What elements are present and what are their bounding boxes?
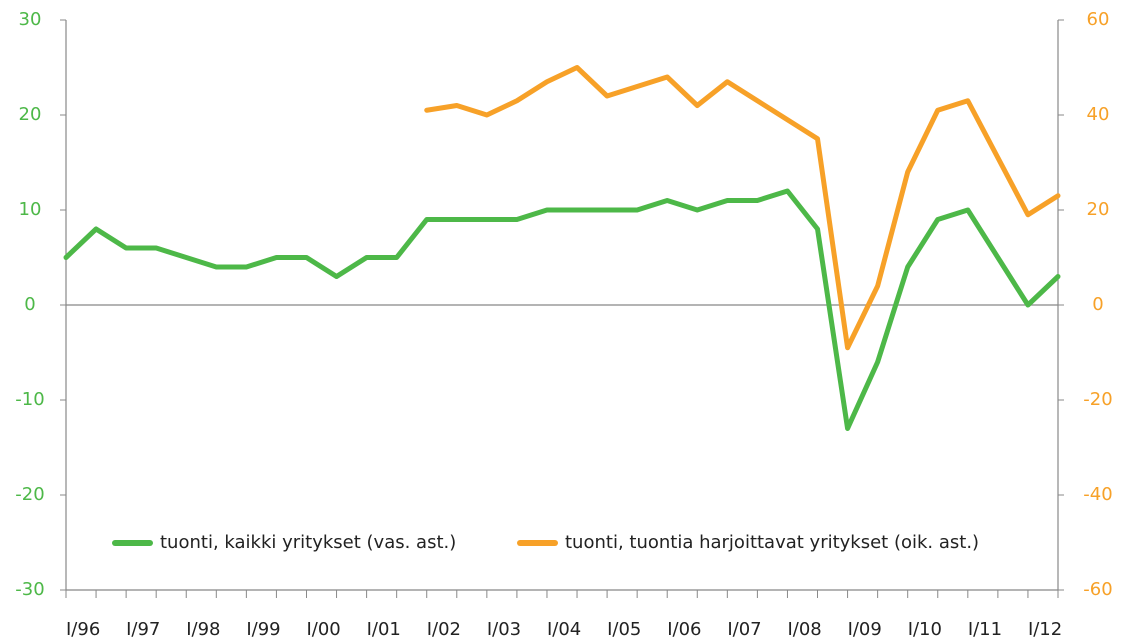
x-tick-label: I/02 [427, 619, 461, 640]
y2-tick-label: 20 [1087, 199, 1110, 220]
x-tick-label: I/07 [727, 619, 761, 640]
x-tick-label: I/98 [186, 619, 220, 640]
legend-label: tuonti, tuontia harjoittavat yritykset (… [565, 532, 979, 553]
y2-tick-label: -20 [1083, 389, 1112, 410]
x-tick-label: I/03 [487, 619, 521, 640]
x-tick-label: I/04 [547, 619, 581, 640]
y-tick-label: -10 [15, 389, 44, 410]
y2-tick-label: -60 [1083, 579, 1112, 600]
y2-tick-label: 40 [1087, 104, 1110, 125]
x-tick-label: I/10 [908, 619, 942, 640]
x-tick-label: I/99 [246, 619, 280, 640]
series-line [63, 188, 1061, 431]
x-tick-label: I/06 [667, 619, 701, 640]
x-tick-label: I/05 [607, 619, 641, 640]
x-tick-label: I/00 [306, 619, 340, 640]
y2-tick-label: -40 [1083, 484, 1112, 505]
x-tick-label: I/09 [848, 619, 882, 640]
y-tick-label: -20 [15, 484, 44, 505]
y-tick-label: 20 [19, 104, 42, 125]
x-tick-label: I/08 [787, 619, 821, 640]
x-tick-label: I/12 [1028, 619, 1062, 640]
legend-label: tuonti, kaikki yritykset (vas. ast.) [160, 532, 456, 553]
x-tick-label: I/96 [66, 619, 100, 640]
y-tick-label: 10 [19, 199, 42, 220]
series-line [424, 65, 1061, 351]
x-tick-label: I/97 [126, 619, 160, 640]
x-tick-label: I/01 [367, 619, 401, 640]
x-tick-label: I/11 [968, 619, 1002, 640]
y2-tick-label: 60 [1087, 9, 1110, 30]
y-tick-label: 0 [24, 294, 35, 315]
y-tick-label: 30 [19, 9, 42, 30]
y-tick-label: -30 [15, 579, 44, 600]
y2-tick-label: 0 [1092, 294, 1103, 315]
